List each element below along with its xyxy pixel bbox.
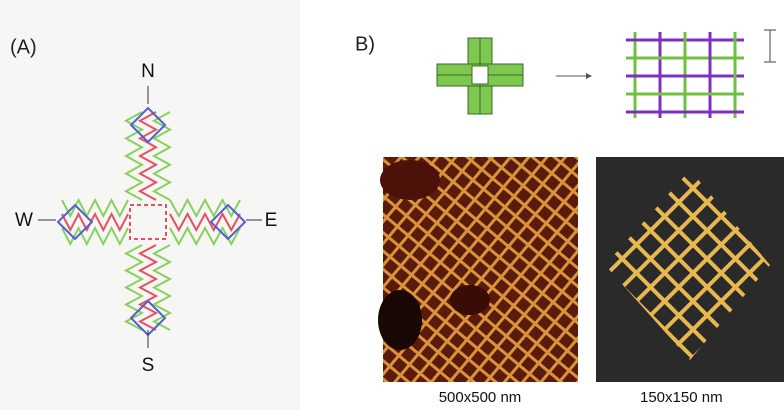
- panel-label: B): [355, 33, 375, 55]
- direction-label: W: [15, 210, 33, 231]
- figure: (A) N W E S B) 500x500 nm 150x150 nm: [0, 0, 784, 410]
- direction-label: S: [142, 355, 155, 376]
- afm-image: [596, 157, 784, 382]
- cross-tile-schematic: [437, 38, 523, 114]
- scale-marker: [764, 30, 776, 62]
- page: (A) N W E S B) 500x500 nm 150x150 nm (()…: [0, 0, 784, 410]
- direction-label: N: [141, 61, 155, 82]
- arrow: [556, 73, 592, 79]
- panel-label: (A): [10, 36, 37, 58]
- image-caption: 150x150 nm: [640, 389, 723, 406]
- image-caption: 500x500 nm: [439, 389, 522, 406]
- lattice-schematic: [626, 32, 744, 118]
- afm-image: [378, 157, 578, 382]
- direction-label: E: [265, 210, 278, 231]
